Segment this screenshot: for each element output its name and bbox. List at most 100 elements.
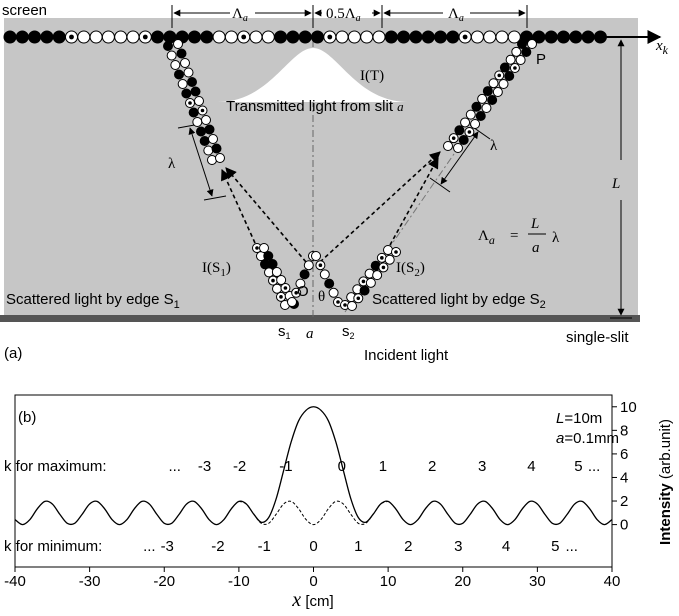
wave-dot bbox=[488, 78, 499, 89]
k-label: 0 bbox=[309, 538, 317, 555]
wave-dot bbox=[211, 143, 222, 154]
wave-dot bbox=[89, 30, 103, 44]
k-label: 5 bbox=[574, 458, 582, 475]
wave-dot-core bbox=[467, 130, 472, 134]
wave-dot-core bbox=[200, 108, 205, 113]
wave-dot bbox=[360, 30, 374, 44]
wave-dot-core bbox=[497, 73, 502, 78]
formula-equals: = bbox=[510, 228, 518, 244]
wave-dot bbox=[347, 30, 361, 44]
ray-arrows bbox=[221, 151, 441, 263]
wave-dot bbox=[3, 30, 17, 44]
wave-dot bbox=[181, 88, 192, 99]
wave-dot bbox=[328, 287, 339, 298]
wave-dot bbox=[504, 71, 515, 81]
wave-dot bbox=[151, 30, 165, 44]
wave-dot bbox=[274, 30, 288, 44]
wave-dot bbox=[324, 278, 335, 289]
panel-label: (b) bbox=[18, 409, 36, 426]
wave-dot-core bbox=[380, 256, 384, 260]
k-label: 3 bbox=[478, 458, 486, 475]
wave-dot bbox=[287, 297, 297, 307]
wave-dot bbox=[465, 109, 476, 120]
wave-dot bbox=[347, 301, 357, 311]
k-label: 4 bbox=[527, 458, 535, 475]
panel-label: (a) bbox=[4, 345, 22, 362]
wave-dot bbox=[15, 30, 29, 44]
wave-dot bbox=[495, 30, 509, 44]
transmitted-profile bbox=[218, 48, 408, 102]
k-label: -2 bbox=[233, 458, 246, 475]
k-label: -1 bbox=[279, 458, 292, 475]
wave-dot-core bbox=[142, 34, 148, 40]
wave-dot bbox=[204, 124, 215, 135]
x-tick-label: 20 bbox=[454, 573, 471, 590]
wave-dot-core bbox=[271, 278, 275, 283]
wave-dot bbox=[173, 39, 183, 49]
intensity-label: I(S1) bbox=[202, 260, 231, 279]
wave-dot bbox=[28, 30, 42, 44]
wave-dot bbox=[299, 269, 310, 280]
wave-dot bbox=[569, 30, 583, 44]
wave-dot bbox=[192, 117, 203, 127]
wave-dot bbox=[409, 30, 423, 44]
angle-label: θ bbox=[318, 289, 325, 305]
y-tick-label: 6 bbox=[620, 446, 628, 463]
wave-dot-core bbox=[343, 303, 347, 307]
wave-dot bbox=[359, 285, 370, 296]
point-label: P bbox=[536, 51, 546, 68]
formula-factor: λ bbox=[552, 230, 560, 246]
wave-dot bbox=[200, 30, 214, 44]
wave-dot bbox=[372, 30, 386, 44]
wave-dot bbox=[271, 267, 282, 277]
wave-dot bbox=[498, 79, 509, 89]
wave-dot bbox=[557, 30, 570, 44]
y-tick-label: 4 bbox=[620, 469, 628, 486]
k-label: 2 bbox=[428, 458, 436, 475]
spacing-label: Λa bbox=[448, 6, 464, 24]
peak-label: I(T) bbox=[360, 68, 384, 84]
k-label: ... bbox=[168, 458, 181, 475]
dimension-lines bbox=[171, 5, 632, 319]
wave-dot bbox=[492, 87, 503, 97]
wave-dot bbox=[188, 30, 201, 44]
wave-dot bbox=[183, 67, 194, 78]
wave-dot bbox=[544, 30, 558, 44]
wave-dot bbox=[481, 103, 492, 113]
wave-dot bbox=[208, 134, 218, 144]
k-row-label: k for maximum: bbox=[4, 458, 107, 475]
wave-dot-core bbox=[318, 263, 323, 268]
x-tick-label: -10 bbox=[228, 573, 250, 590]
k-row-label: k for minimum: bbox=[4, 538, 102, 555]
wave-dot bbox=[471, 101, 482, 112]
wave-dot bbox=[267, 259, 278, 269]
wave-dot bbox=[180, 58, 190, 68]
wave-dot-core bbox=[327, 34, 333, 40]
y-tick-label: 2 bbox=[620, 493, 628, 510]
wave-dot bbox=[397, 30, 411, 44]
x-tick-label: 30 bbox=[529, 573, 546, 590]
wave-dot bbox=[249, 30, 263, 44]
wave-dot bbox=[176, 48, 187, 59]
spacing-label: 0.5Λa bbox=[326, 6, 361, 24]
x-tick-label: -20 bbox=[153, 573, 175, 590]
wave-dot bbox=[477, 93, 488, 104]
x-tick-label: 40 bbox=[604, 573, 621, 590]
x-axis-title: x [cm] bbox=[291, 589, 333, 611]
wave-dot bbox=[475, 111, 486, 121]
wave-dot bbox=[581, 30, 595, 44]
k-label: -2 bbox=[211, 538, 224, 555]
wave-dot bbox=[259, 243, 269, 253]
wave-dot bbox=[201, 115, 211, 125]
annotation: L=10m bbox=[556, 410, 602, 427]
wave-dot bbox=[499, 62, 510, 73]
wave-dot bbox=[446, 30, 460, 44]
wave-dot bbox=[187, 77, 197, 87]
k-label: 5 bbox=[551, 538, 559, 555]
wave-dot bbox=[521, 47, 532, 57]
wave-dot-core bbox=[462, 34, 468, 40]
y-tick-label: 8 bbox=[620, 422, 628, 439]
wave-dot bbox=[483, 30, 497, 44]
